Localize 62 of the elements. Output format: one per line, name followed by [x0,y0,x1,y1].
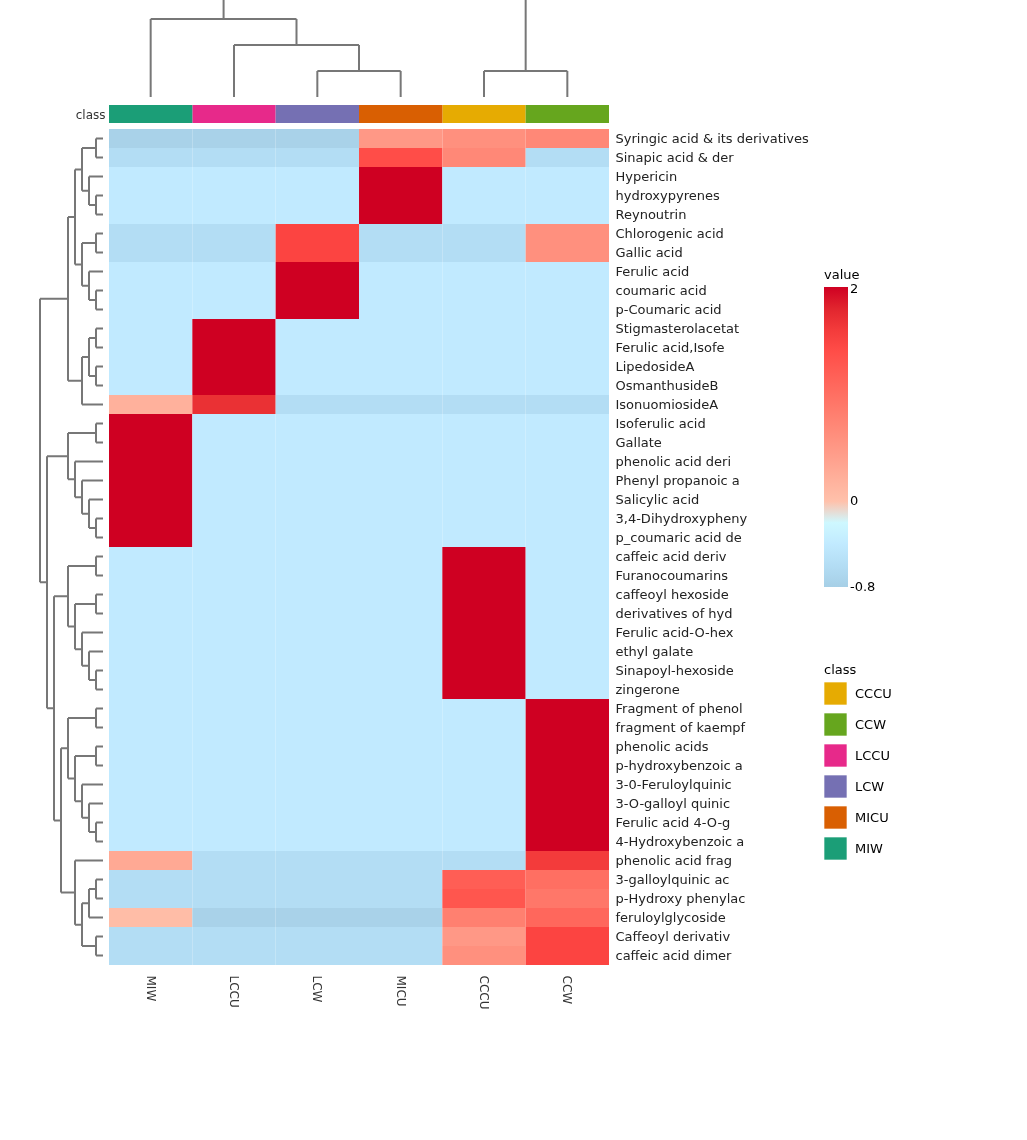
y-tick-label: LipedosideA [615,358,695,374]
x-tick-label: LCW [310,975,325,1003]
y-tick-label: Phenyl propanoic a [615,472,740,488]
x-tick-label: LCCU [227,975,241,1008]
legend-label: LCW [855,778,885,794]
y-tick-label: Stigmasterolacetat [615,320,740,336]
y-tick-label: Gallate [615,434,662,450]
color-bar-label: -0.8 [850,578,876,594]
y-tick-label: Fragment of phenol [615,700,743,716]
y-tick-label: Salicylic acid [615,491,700,507]
y-tick-label: caffeoyl hexoside [615,586,729,602]
x-tick-label: CCW [560,975,575,1005]
y-tick-label: Ferulic acid [615,263,690,279]
y-tick-label: caffeic acid dimer [615,947,733,963]
y-tick-label: caffeic acid deriv [615,548,727,564]
y-tick-label: 3-galloylquinic ac [615,871,730,887]
y-axis-title: class [75,107,106,122]
legend-label: CCW [855,716,887,732]
x-tick-label: MIW [143,975,158,1002]
legend-title: class [824,662,857,677]
y-tick-label: Ferulic acid,Isofe [615,339,725,355]
x-tick-label: MICU [393,975,408,1007]
y-tick-label: coumaric acid [615,282,707,298]
y-tick-label: Sinapic acid & der [615,149,735,165]
y-tick-label: Reynoutrin [615,206,687,222]
legend-label: CCCU [855,685,892,701]
y-tick-label: p-Coumaric acid [615,301,722,317]
legend-label: MICU [855,809,889,825]
y-tick-label: Furanocoumarins [615,567,729,583]
y-tick-label: derivatives of hyd [615,605,733,621]
y-tick-label: IsonuomiosideA [615,396,719,412]
color-bar-label: 0 [850,493,859,509]
y-tick-label: Syringic acid & its derivatives [615,130,810,146]
y-tick-label: OsmanthusideB [615,377,719,393]
y-tick-label: Isoferulic acid [615,415,706,431]
y-tick-label: Gallic acid [615,244,683,260]
y-tick-label: ethyl galate [615,643,694,659]
y-tick-label: Ferulic acid 4-O-g [615,814,731,830]
y-tick-label: phenolic acids [615,738,709,754]
legend-label: LCCU [855,747,890,763]
color-bar-label: 2 [850,280,859,296]
y-tick-label: Sinapoyl-hexoside [615,662,734,678]
y-tick-label: 4-Hydroxybenzoic a [615,833,745,849]
color-bar-title: value [824,267,860,282]
y-tick-label: 3,4-Dihydroxypheny [615,510,748,526]
y-tick-label: 3-0-Feruloylquinic [615,776,732,792]
y-tick-label: feruloylglycoside [615,909,726,925]
x-tick-label: CCCU [477,975,491,1010]
y-tick-label: 3-O-galloyl quinic [615,795,731,811]
y-tick-label: phenolic acid frag [615,852,732,868]
y-tick-label: hydroxypyrenes [615,187,720,203]
y-tick-label: Chlorogenic acid [615,225,724,241]
y-tick-label: phenolic acid deri [615,453,732,469]
y-tick-label: Ferulic acid-O-hex [615,624,734,640]
y-tick-label: zingerone [615,681,680,697]
y-tick-label: p-hydroxybenzoic a [615,757,743,773]
y-tick-label: Hypericin [615,168,678,184]
y-tick-label: p_coumaric acid de [615,529,742,545]
y-tick-label: fragment of kaempf [615,719,746,735]
y-tick-label: p-Hydroxy phenylac [615,890,746,906]
legend-label: MIW [855,840,884,856]
y-tick-label: Caffeoyl derivativ [615,928,731,944]
